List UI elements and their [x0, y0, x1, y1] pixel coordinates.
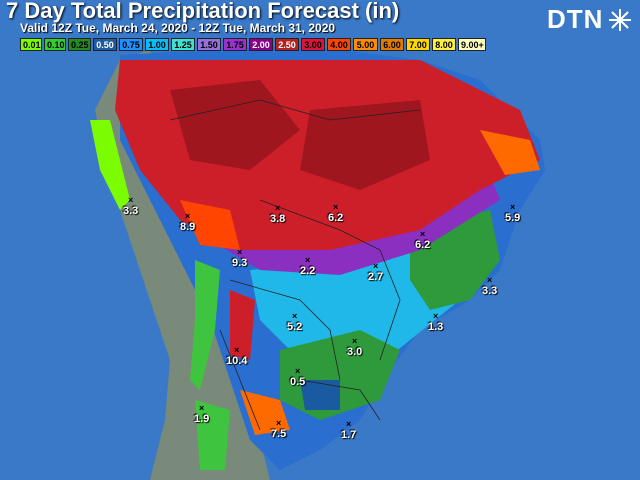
point-value: 6.2: [328, 212, 344, 224]
legend-swatch: 4.00: [327, 38, 351, 51]
legend-swatch: 1.75: [223, 38, 247, 51]
legend-swatch: 0.50: [93, 38, 117, 51]
station-marker-icon: ×: [420, 229, 426, 239]
station-marker-icon: ×: [433, 311, 439, 321]
point-value-label: × 2.2: [300, 255, 316, 278]
point-value-label: × 2.7: [368, 261, 384, 284]
legend-swatch: 0.10: [44, 38, 66, 51]
legend-swatch: 0.75: [119, 38, 143, 51]
legend-swatch: 1.25: [171, 38, 195, 51]
point-value-label: × 3.3: [123, 195, 139, 218]
point-value: 2.7: [368, 271, 384, 283]
point-value: 7.5: [271, 428, 287, 440]
legend-swatch: 9.00+: [458, 38, 486, 51]
station-marker-icon: ×: [275, 203, 281, 213]
station-marker-icon: ×: [305, 255, 311, 265]
point-value-label: × 5.2: [287, 311, 303, 334]
station-marker-icon: ×: [373, 261, 379, 271]
station-marker-icon: ×: [510, 202, 516, 212]
point-value-label: × 3.8: [270, 203, 286, 226]
legend-swatch: 6.00: [380, 38, 404, 51]
station-marker-icon: ×: [487, 275, 493, 285]
point-value-label: × 9.3: [232, 247, 248, 270]
point-value-label: × 3.0: [347, 336, 363, 359]
station-marker-icon: ×: [352, 336, 358, 346]
point-value: 5.2: [287, 321, 303, 333]
point-value-label: × 6.2: [415, 229, 431, 252]
point-value-label: × 5.9: [505, 202, 521, 225]
point-value: 1.9: [194, 413, 210, 425]
logo-mark-icon: [609, 8, 632, 31]
station-marker-icon: ×: [295, 366, 301, 376]
point-value: 5.9: [505, 212, 521, 224]
legend-swatch: 3.00: [301, 38, 325, 51]
legend-swatch: 2.00: [249, 38, 273, 51]
point-value: 1.3: [428, 321, 444, 333]
legend-swatch: 1.00: [145, 38, 169, 51]
point-value-label: × 0.5: [290, 366, 306, 389]
station-marker-icon: ×: [333, 202, 339, 212]
precipitation-legend: 0.01 0.10 0.25 0.50 0.75 1.00 1.25 1.50 1.75 2.00…: [20, 38, 488, 51]
point-value-label: × 7.5: [271, 418, 287, 441]
point-value: 2.2: [300, 265, 316, 277]
point-value-label: × 1.3: [428, 311, 444, 334]
station-marker-icon: ×: [276, 418, 282, 428]
point-value-label: × 8.9: [180, 211, 196, 234]
point-value: 3.3: [123, 205, 139, 217]
point-value: 3.8: [270, 213, 286, 225]
point-value: 9.3: [232, 257, 248, 269]
legend-swatch: 8.00: [432, 38, 456, 51]
point-value-label: × 10.4: [226, 345, 248, 368]
station-marker-icon: ×: [237, 247, 243, 257]
legend-swatch: 0.25: [68, 38, 91, 51]
legend-swatch: 2.50: [275, 38, 299, 51]
legend-swatch: 1.50: [197, 38, 221, 51]
point-value: 3.3: [482, 285, 498, 297]
logo-text: DTN: [547, 4, 604, 34]
legend-swatch: 0.01: [20, 38, 42, 51]
station-marker-icon: ×: [185, 211, 191, 221]
legend-swatch: 5.00: [353, 38, 378, 51]
station-marker-icon: ×: [292, 311, 298, 321]
station-marker-icon: ×: [199, 403, 205, 413]
point-value-label: × 1.7: [341, 419, 357, 442]
station-marker-icon: ×: [128, 195, 134, 205]
point-value-label: × 3.3: [482, 275, 498, 298]
point-value-label: × 6.2: [328, 202, 344, 225]
map-title: 7 Day Total Precipitation Forecast (in): [6, 0, 400, 23]
station-marker-icon: ×: [234, 345, 240, 355]
dtn-logo: DTN: [547, 4, 633, 35]
point-value: 1.7: [341, 429, 357, 441]
point-value: 8.9: [180, 221, 196, 233]
point-value: 0.5: [290, 376, 306, 388]
point-value: 3.0: [347, 346, 363, 358]
point-value: 10.4: [226, 355, 248, 367]
point-value-label: × 1.9: [194, 403, 210, 426]
legend-swatch: 7.00: [406, 38, 430, 51]
map-subtitle: Valid 12Z Tue, March 24, 2020 - 12Z Tue,…: [20, 21, 336, 35]
point-value: 6.2: [415, 239, 431, 251]
station-marker-icon: ×: [346, 419, 352, 429]
